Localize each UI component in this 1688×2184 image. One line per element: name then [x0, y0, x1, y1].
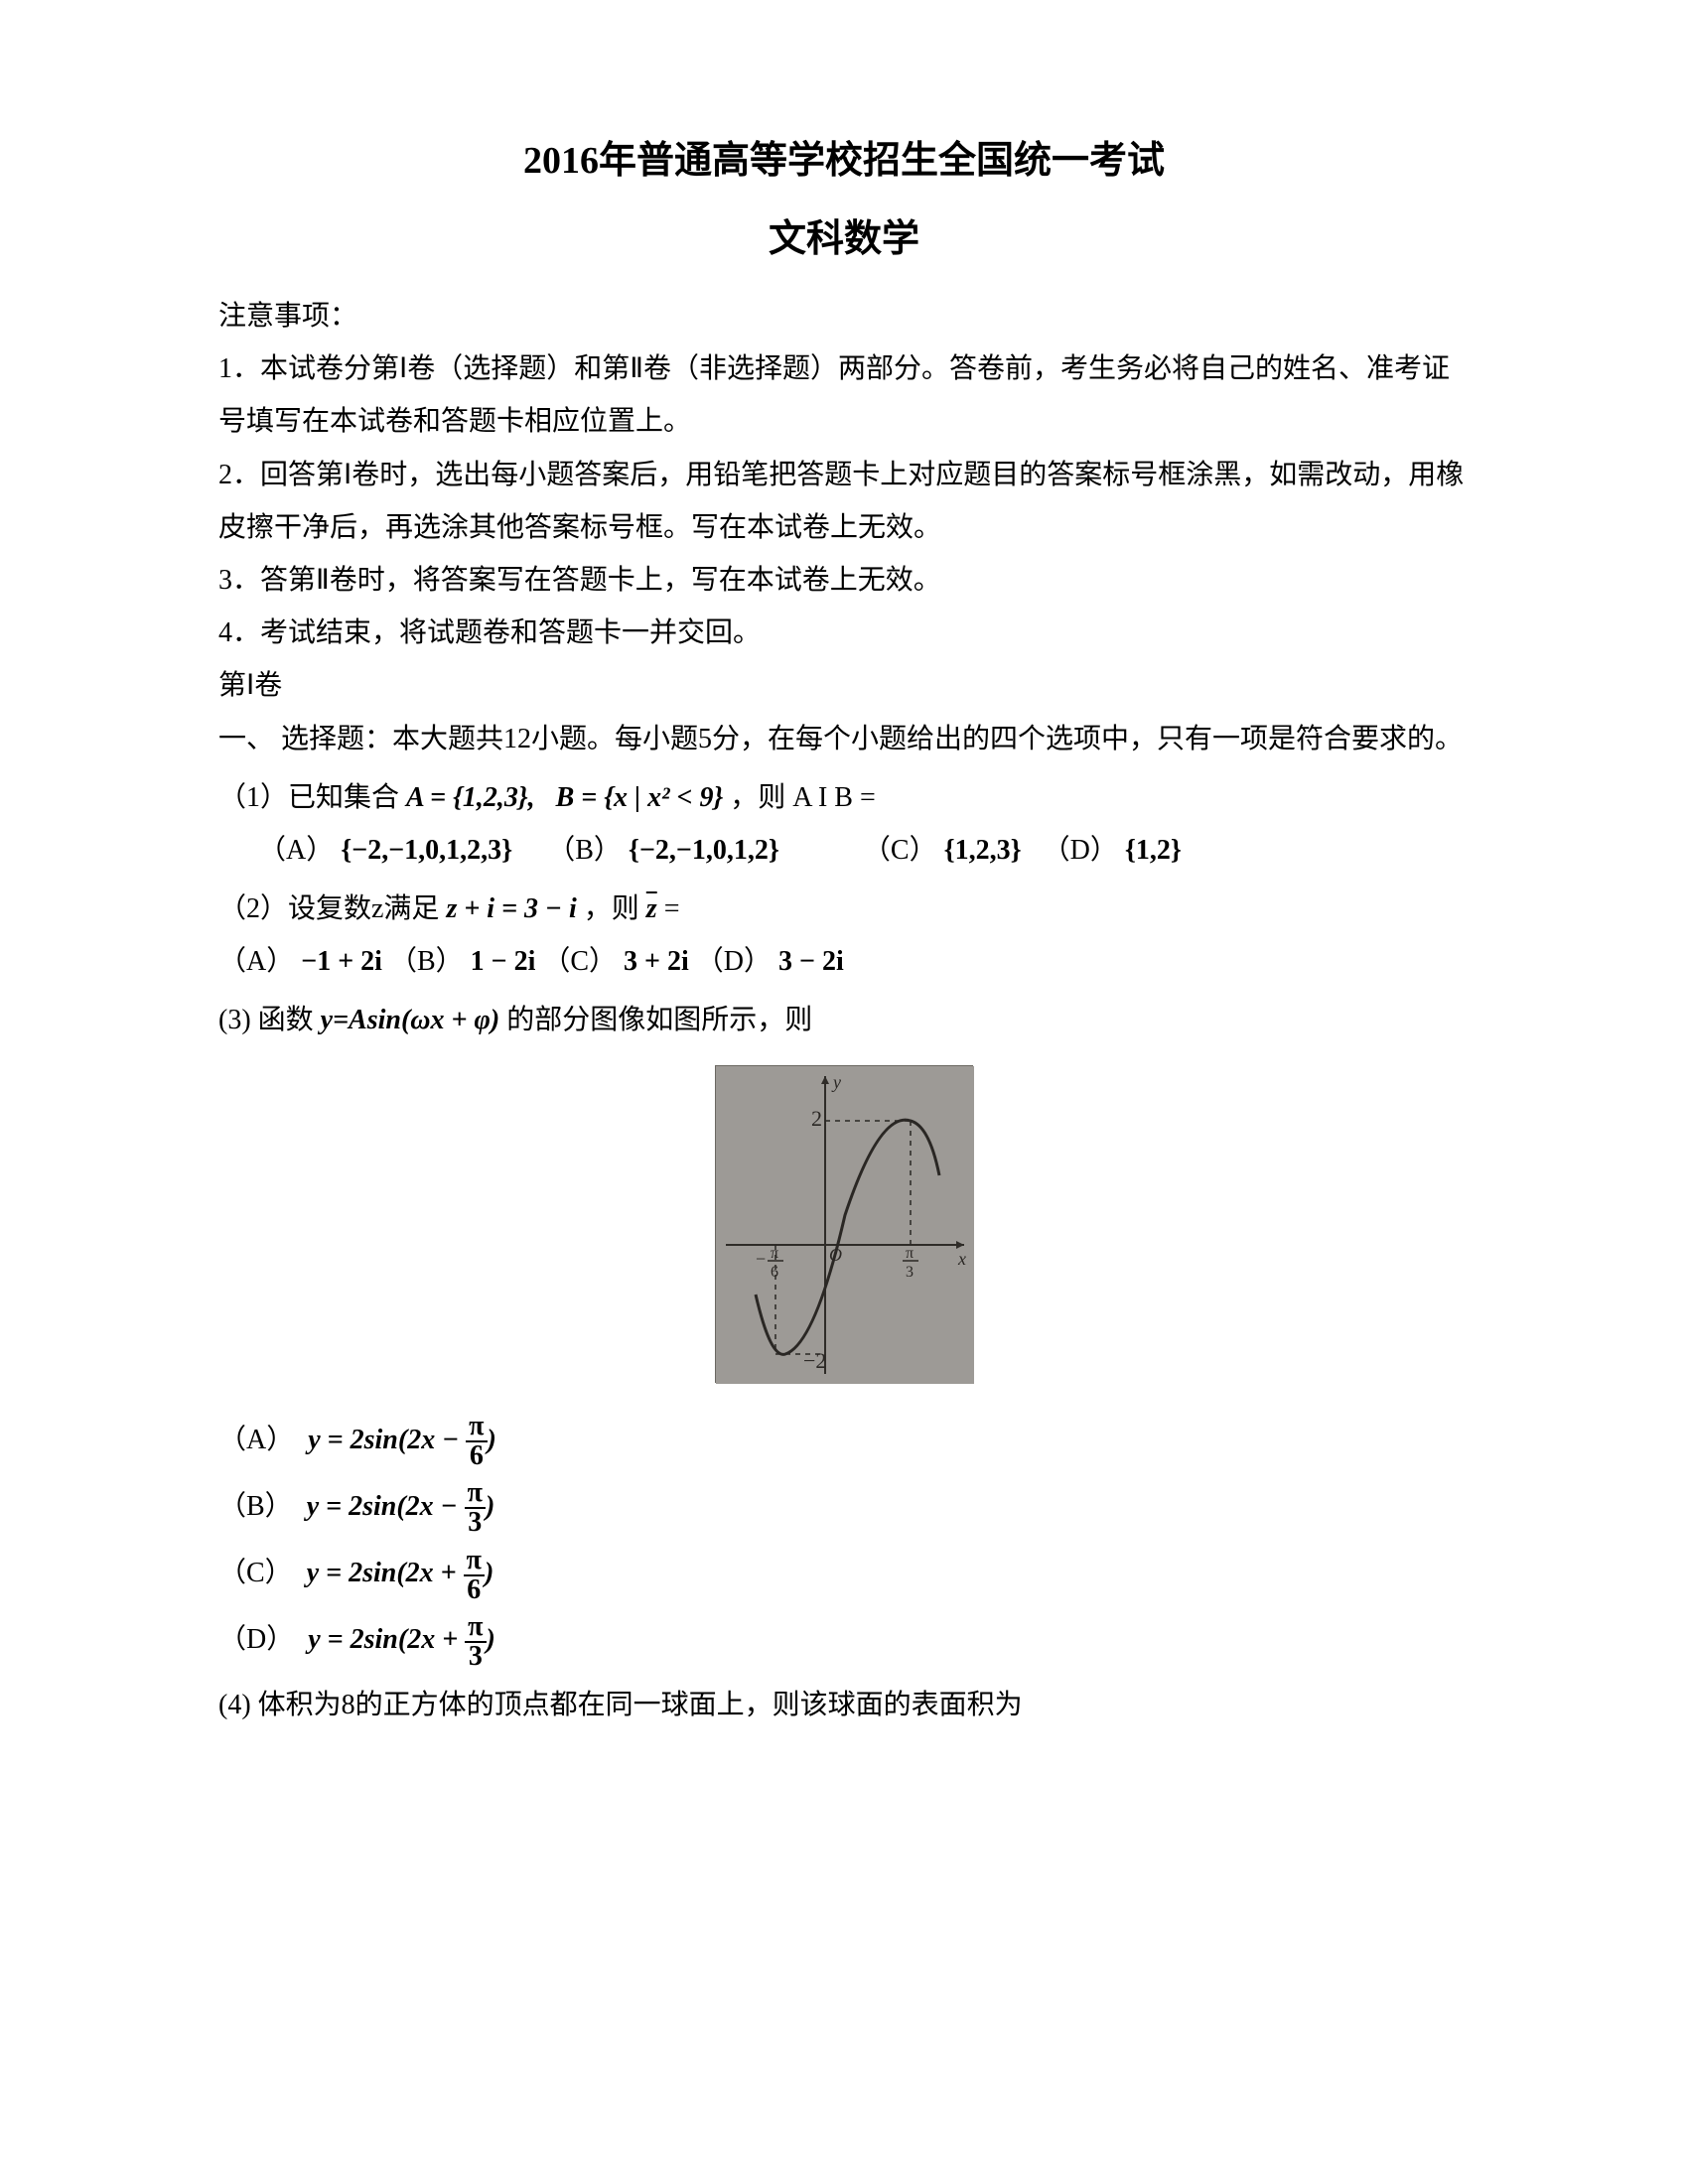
q2-opt-b: 1 − 2i — [471, 946, 536, 977]
q3-graph-container: 2 −2 − π 6 π 3 O x y — [218, 1065, 1470, 1389]
q2-opt-d: 3 − 2i — [778, 946, 844, 977]
q3-c-den: 6 — [464, 1576, 485, 1604]
section-heading: 一、 选择题：本大题共12小题。每小题5分，在每个小题给出的四个选项中，只有一项… — [218, 713, 1470, 765]
svg-text:π: π — [771, 1245, 778, 1262]
instruction-2: 2．回答第Ⅰ卷时，选出每小题答案后，用铅笔把答题卡上对应题目的答案标号框涂黑，如… — [218, 449, 1470, 554]
q1-opt-d: {1,2} — [1125, 835, 1182, 866]
q3-opt-b-pre: y = 2sin(2x − — [307, 1491, 465, 1522]
question-2: （2）设复数z满足 z + i = 3 − i ，则 z = — [218, 883, 1470, 935]
svg-text:x: x — [957, 1249, 966, 1269]
q3-a-den: 6 — [466, 1442, 487, 1470]
q1-set-b: B = {x | x² < 9} — [556, 782, 724, 813]
q3-opt-a-pre: y = 2sin(2x − — [308, 1425, 466, 1455]
q2-mid: ，则 — [584, 893, 639, 924]
q1-opt-c: {1,2,3} — [944, 835, 1022, 866]
q3-opt-d: （D） y = 2sin(2x + π3) — [218, 1606, 1470, 1673]
q1-suffix: ，则 A I B = — [730, 782, 875, 813]
q3-opt-d-post: ) — [487, 1624, 495, 1655]
q1-options: （A） {−2,−1,0,1,2,3} （B） {−2,−1,0,1,2} （C… — [218, 824, 1470, 877]
question-4: (4) 体积为8的正方体的顶点都在同一球面上，则该球面的表面积为 — [218, 1679, 1470, 1731]
q1-set-a: A = {1,2,3}, — [406, 782, 535, 813]
q1-opt-a: {−2,−1,0,1,2,3} — [341, 835, 512, 866]
q3-a-num: π — [466, 1413, 487, 1442]
q3-opt-c-label: （C） — [218, 1558, 293, 1588]
svg-text:O: O — [829, 1245, 842, 1265]
instruction-4: 4．考试结束，将试题卷和答题卡一并交回。 — [218, 607, 1470, 659]
q2-opt-d-label: （D） — [696, 946, 772, 977]
svg-text:y: y — [831, 1072, 841, 1092]
q3-opt-b-post: ) — [486, 1491, 494, 1522]
q3-opt-c-pre: y = 2sin(2x + — [307, 1558, 464, 1588]
q2-opt-a: −1 + 2i — [301, 946, 382, 977]
instructions-header: 注意事项： — [218, 290, 1470, 342]
q3-d-num: π — [465, 1613, 486, 1643]
q2-options: （A） −1 + 2i （B） 1 − 2i （C） 3 + 2i （D） 3 … — [218, 935, 1470, 988]
svg-text:2: 2 — [811, 1106, 822, 1131]
q3-opt-a: （A） y = 2sin(2x − π6) — [218, 1407, 1470, 1473]
q3-prefix: (3) 函数 — [218, 1005, 321, 1035]
q3-b-num: π — [465, 1479, 486, 1509]
q3-opt-d-label: （D） — [218, 1624, 294, 1655]
q3-opt-a-label: （A） — [218, 1425, 294, 1455]
q3-opt-c: （C） y = 2sin(2x + π6) — [218, 1540, 1470, 1606]
svg-text:−: − — [756, 1249, 766, 1269]
title-main: 2016年普通高等学校招生全国统一考试 — [218, 129, 1470, 184]
q3-opt-b: （B） y = 2sin(2x − π3) — [218, 1473, 1470, 1540]
question-1: （1）已知集合 A = {1,2,3}, B = {x | x² < 9} ，则… — [218, 771, 1470, 824]
q3-opt-b-label: （B） — [218, 1491, 293, 1522]
q2-opt-a-label: （A） — [218, 946, 294, 977]
q1-opt-d-label: （D） — [1043, 835, 1118, 866]
svg-text:6: 6 — [771, 1264, 778, 1281]
q2-eq: z + i = 3 − i — [446, 893, 576, 924]
svg-text:−2: −2 — [803, 1348, 826, 1373]
svg-text:3: 3 — [906, 1264, 914, 1281]
q2-opt-c-label: （C） — [542, 946, 617, 977]
q3-suffix: 的部分图像如图所示，则 — [506, 1005, 812, 1035]
q1-opt-b-label: （B） — [547, 835, 622, 866]
q1-opt-c-label: （C） — [863, 835, 937, 866]
q1-opt-b: {−2,−1,0,1,2} — [629, 835, 779, 866]
q2-opt-c: 3 + 2i — [624, 946, 689, 977]
q3-opt-c-post: ) — [485, 1558, 493, 1588]
q2-prefix: （2）设复数z满足 — [218, 893, 446, 924]
q3-opt-a-post: ) — [488, 1425, 496, 1455]
q3-options: （A） y = 2sin(2x − π6) （B） y = 2sin(2x − … — [218, 1407, 1470, 1674]
q1-opt-a-label: （A） — [258, 835, 334, 866]
q1-prefix: （1）已知集合 — [218, 782, 406, 813]
q2-zbar: z — [646, 893, 657, 924]
q2-opt-b-label: （B） — [389, 946, 464, 977]
title-sub: 文科数学 — [218, 207, 1470, 262]
instruction-1: 1．本试卷分第Ⅰ卷（选择题）和第Ⅱ卷（非选择题）两部分。答卷前，考生务必将自己的… — [218, 342, 1470, 448]
sine-graph-icon: 2 −2 − π 6 π 3 O x y — [716, 1066, 974, 1384]
q3-graph: 2 −2 − π 6 π 3 O x y — [715, 1065, 973, 1383]
q3-b-den: 3 — [465, 1509, 486, 1537]
part-label: 第Ⅰ卷 — [218, 659, 1470, 712]
q3-opt-d-pre: y = 2sin(2x + — [308, 1624, 465, 1655]
q3-d-den: 3 — [465, 1643, 486, 1671]
instruction-3: 3．答第Ⅱ卷时，将答案写在答题卡上，写在本试卷上无效。 — [218, 554, 1470, 607]
q2-suffix: = — [664, 893, 680, 924]
question-3: (3) 函数 y=Asin(ωx + φ) 的部分图像如图所示，则 — [218, 994, 1470, 1046]
q3-c-num: π — [464, 1547, 485, 1576]
q3-fn: y=Asin(ωx + φ) — [321, 1005, 500, 1035]
svg-text:π: π — [906, 1245, 914, 1262]
